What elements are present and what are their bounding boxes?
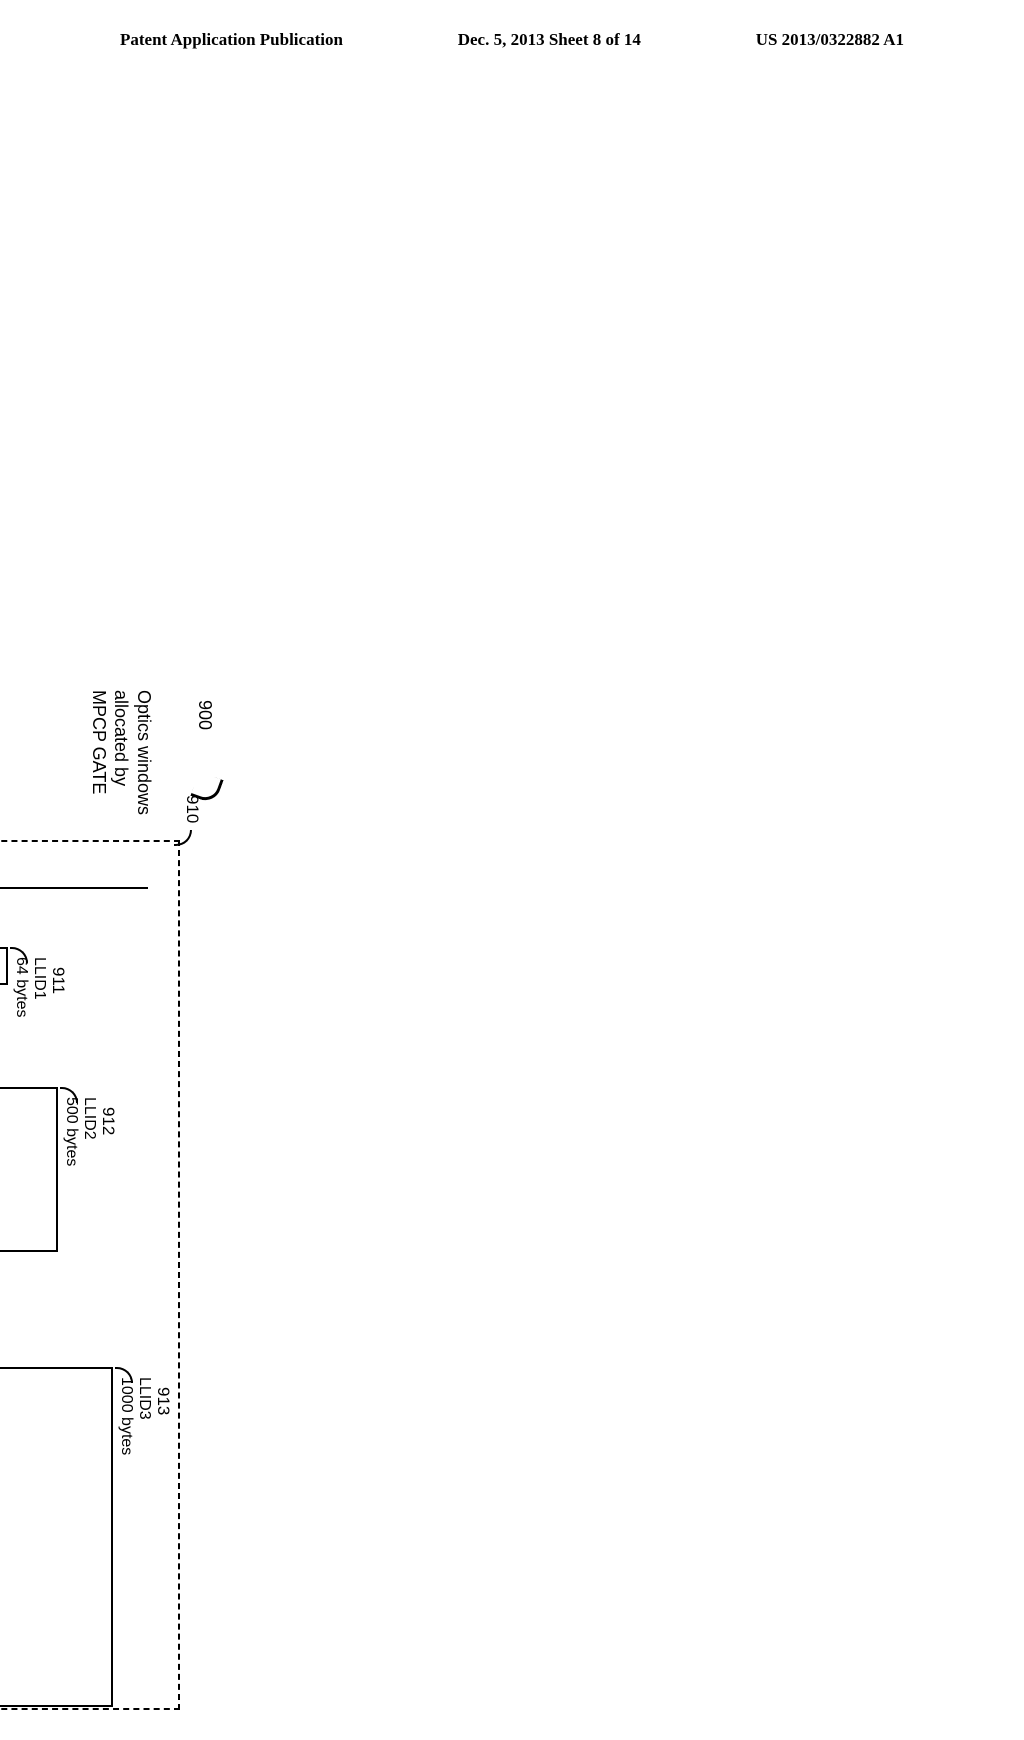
box910-label: Optics windows allocated by MPCP GATE — [88, 690, 156, 835]
llid-label: LLID2 500 bytes — [61, 1097, 98, 1166]
figure-9: 900 Optics windows allocated by MPCP GAT… — [0, 720, 190, 1740]
llid-callout — [115, 1367, 133, 1383]
header-right: US 2013/0322882 A1 — [756, 30, 904, 50]
ref-910: 910 — [182, 795, 202, 823]
llid-callout — [10, 947, 28, 963]
llid-bar — [0, 947, 8, 985]
llid-label: LLID1 64 bytes — [11, 957, 48, 1017]
ref-900: 900 — [194, 700, 215, 730]
llid-ref: 911 — [48, 967, 68, 994]
llid-label: LLID3 1000 bytes — [116, 1377, 153, 1455]
page-body: 900 Optics windows allocated by MPCP GAT… — [50, 100, 974, 1200]
header-left: Patent Application Publication — [120, 30, 343, 50]
llid-ref: 913 — [153, 1387, 173, 1415]
llid-callout — [60, 1087, 78, 1103]
llid-ref: 912 — [98, 1107, 118, 1135]
llid-bar — [0, 1087, 58, 1252]
page-header: Patent Application Publication Dec. 5, 2… — [0, 30, 1024, 50]
axis-y-910 — [0, 887, 148, 889]
header-mid: Dec. 5, 2013 Sheet 8 of 14 — [458, 30, 641, 50]
box-910: Time (TQ) LLID1 64 bytes911LLID2 500 byt… — [0, 840, 180, 1710]
llid-bar — [0, 1367, 113, 1707]
